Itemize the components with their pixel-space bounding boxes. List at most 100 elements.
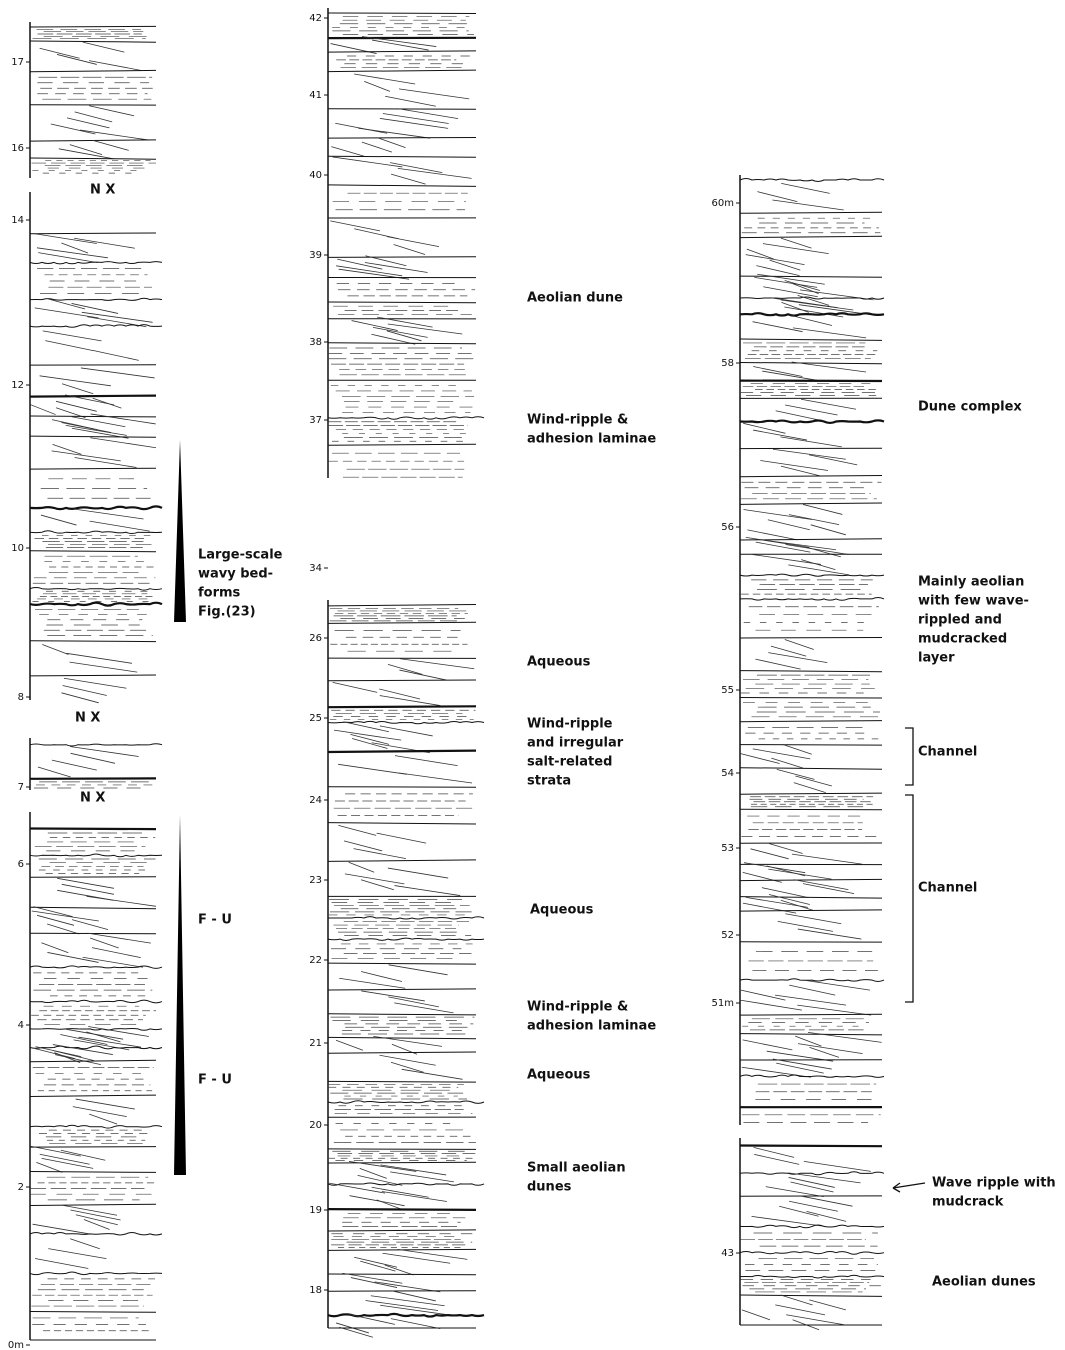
tick-label: 0m <box>8 1340 24 1350</box>
bed-boundary <box>30 641 156 642</box>
bed-boundary <box>740 879 882 880</box>
annotation: adhesion laminae <box>527 432 656 447</box>
cross-bed <box>752 554 821 564</box>
tick-label: 10 <box>11 543 24 554</box>
cross-bed <box>776 411 823 421</box>
bed-boundary <box>328 989 476 990</box>
annotation: Aeolian dune <box>527 291 623 306</box>
tick-label: 20 <box>309 1120 322 1131</box>
cross-bed <box>352 321 398 331</box>
cross-bed <box>71 753 115 763</box>
cross-bed <box>385 96 436 106</box>
annotation: F - U <box>198 1073 232 1088</box>
cross-bed <box>75 112 113 122</box>
bed-boundary <box>30 1125 162 1128</box>
cross-bed <box>35 1259 88 1269</box>
tick-label: 55 <box>721 685 734 696</box>
cross-bed <box>791 316 832 326</box>
cross-bed <box>752 1216 825 1226</box>
bed-boundary <box>30 158 156 159</box>
cross-bed <box>388 868 448 878</box>
cross-bed <box>754 1154 799 1164</box>
cross-bed <box>389 965 448 975</box>
cross-bed <box>391 174 425 184</box>
cross-bed <box>781 183 830 193</box>
cross-bed <box>806 1211 846 1221</box>
bed-boundary <box>740 503 882 504</box>
cross-bed <box>48 299 85 309</box>
cross-bed <box>377 138 405 148</box>
cross-bed <box>761 540 836 550</box>
cross-bed <box>797 1005 871 1015</box>
bed-boundary <box>328 1149 476 1150</box>
tick-label: 53 <box>721 843 734 854</box>
cross-bed <box>388 664 422 674</box>
cross-bed <box>803 504 842 514</box>
annotation: and irregular <box>527 736 624 751</box>
bed-boundary <box>30 1060 156 1061</box>
tick-label: 34 <box>309 563 322 574</box>
tick-label: 54 <box>721 768 734 779</box>
tick-label: 37 <box>309 415 322 426</box>
cross-bed <box>47 952 98 962</box>
bed-boundary <box>30 877 156 878</box>
annotation: strata <box>527 774 571 789</box>
tick-label: 42 <box>309 13 322 24</box>
cross-bed <box>338 764 407 774</box>
cross-bed <box>399 773 472 783</box>
cross-bed <box>398 168 472 178</box>
cross-bed <box>753 749 810 759</box>
cross-bed <box>87 933 150 943</box>
cross-bed <box>388 997 439 1007</box>
cross-bed <box>785 405 837 415</box>
bed-boundary <box>328 1209 476 1210</box>
bed-boundary <box>30 1046 162 1049</box>
cross-bed <box>333 682 378 692</box>
cross-bed <box>757 192 797 202</box>
bed-boundary <box>328 1037 476 1038</box>
cross-bed <box>89 1114 117 1124</box>
cross-bed <box>769 843 803 853</box>
tick-label: 51m <box>712 998 734 1009</box>
cross-bed <box>390 1172 454 1182</box>
bed-boundary <box>30 907 156 908</box>
annotation: Wave ripple with <box>932 1176 1056 1191</box>
bed-boundary <box>328 860 476 862</box>
bed-boundary <box>740 1034 882 1035</box>
cross-bed <box>45 341 93 351</box>
annotation: salt-related <box>527 755 612 770</box>
cross-bed <box>30 405 55 415</box>
bed-boundary <box>30 436 156 437</box>
annotation: Channel <box>918 745 977 760</box>
cross-bed <box>768 869 831 879</box>
bed-boundary <box>740 793 882 794</box>
bed-boundary <box>30 1172 156 1173</box>
bed-boundary <box>30 262 162 264</box>
tick-label: 21 <box>309 1038 322 1049</box>
bed-boundary <box>30 396 156 397</box>
cross-bed <box>785 280 820 290</box>
bed-boundary <box>30 416 156 417</box>
bed-boundary <box>30 26 156 27</box>
bed-boundary <box>30 1147 156 1148</box>
cross-bed <box>362 142 392 152</box>
annotation: Fig.(23) <box>198 605 256 620</box>
cross-bed <box>331 147 365 157</box>
cross-bed <box>747 530 797 540</box>
tick-label: 43 <box>721 1248 734 1259</box>
tick-label: 6 <box>18 859 24 870</box>
cross-bed <box>74 238 135 248</box>
tick-label: 18 <box>309 1285 322 1296</box>
bed-boundary <box>328 1052 476 1053</box>
cross-bed <box>30 1146 81 1156</box>
cross-bed <box>89 61 142 71</box>
cross-bed <box>755 659 800 669</box>
bed-boundary <box>740 276 882 277</box>
cross-bed <box>90 938 119 948</box>
bed-boundary <box>328 605 476 606</box>
cross-bed <box>809 1300 846 1310</box>
tick-label: 17 <box>11 57 24 68</box>
bed-boundary <box>328 622 476 623</box>
bed-boundary <box>740 339 882 340</box>
tick-label: 24 <box>309 795 322 806</box>
